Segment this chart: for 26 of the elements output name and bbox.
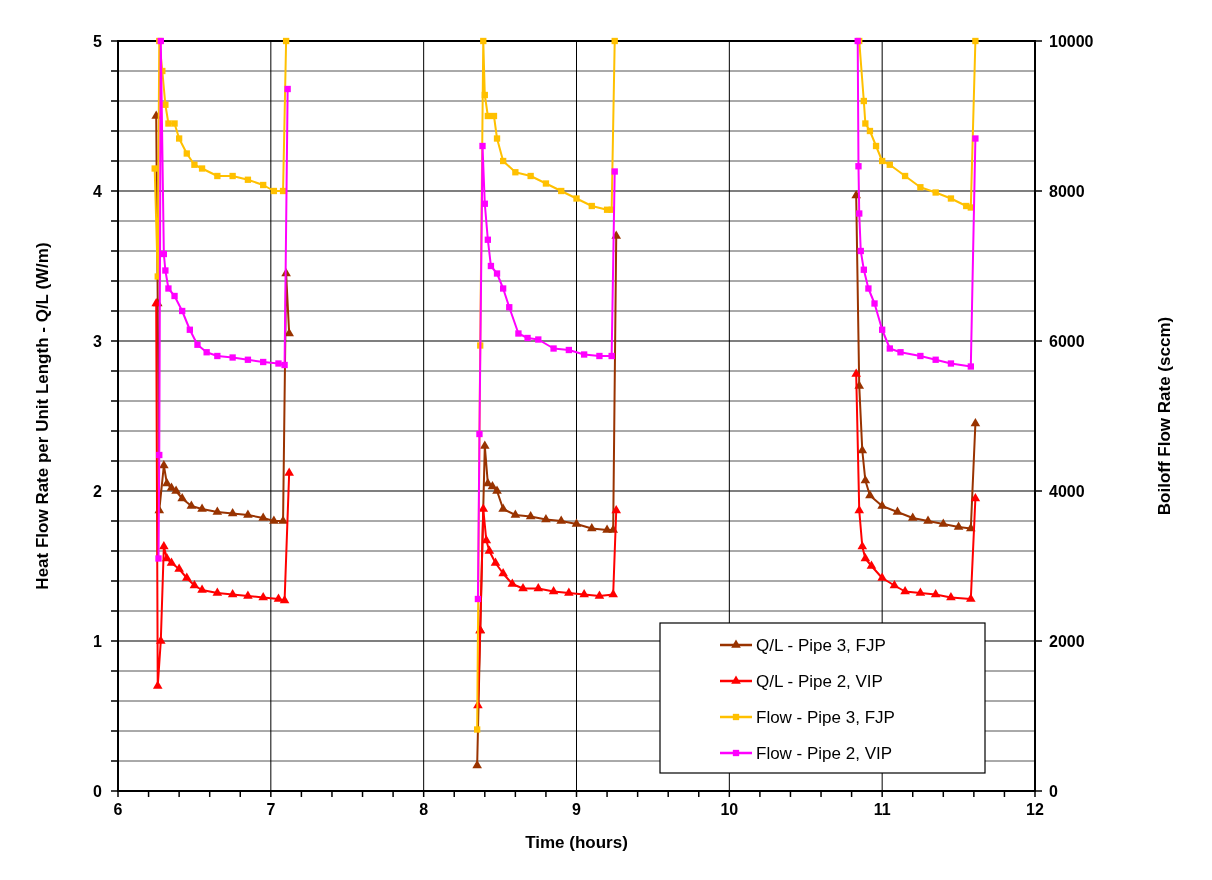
y2-tick-label: 0 — [1049, 783, 1058, 800]
y-tick-label: 4 — [93, 183, 103, 200]
y-tick-label: 5 — [93, 33, 103, 50]
y-tick-label: 1 — [93, 633, 103, 650]
x-axis-title: Time (hours) — [525, 833, 628, 852]
x-tick-label: 6 — [113, 801, 123, 818]
y2-tick-label: 2000 — [1049, 633, 1085, 650]
y2-tick-label: 10000 — [1049, 33, 1094, 50]
y-tick-label: 0 — [93, 783, 103, 800]
x-tick-label: 10 — [720, 801, 739, 818]
legend-label: Flow - Pipe 2, VIP — [756, 744, 893, 763]
x-tick-label: 8 — [419, 801, 429, 818]
y-tick-label: 3 — [93, 333, 103, 350]
y2-tick-label: 8000 — [1049, 183, 1085, 200]
legend-label: Flow - Pipe 3, FJP — [756, 708, 895, 727]
y-axis-title: Heat Flow Rate per Unit Length - Q/L (W/m) — [33, 242, 52, 590]
legend-label: Q/L - Pipe 3, FJP — [756, 636, 886, 655]
x-tick-label: 12 — [1026, 801, 1044, 818]
x-tick-label: 11 — [873, 801, 891, 818]
x-tick-label: 7 — [266, 801, 276, 818]
y-tick-label: 2 — [93, 483, 103, 500]
x-tick-label: 9 — [572, 801, 582, 818]
y2-axis-title: Boiloff Flow Rate (sccm) — [1155, 316, 1174, 516]
legend-label: Q/L - Pipe 2, VIP — [756, 672, 883, 691]
y2-tick-label: 4000 — [1049, 483, 1085, 500]
y2-tick-label: 6000 — [1049, 333, 1085, 350]
